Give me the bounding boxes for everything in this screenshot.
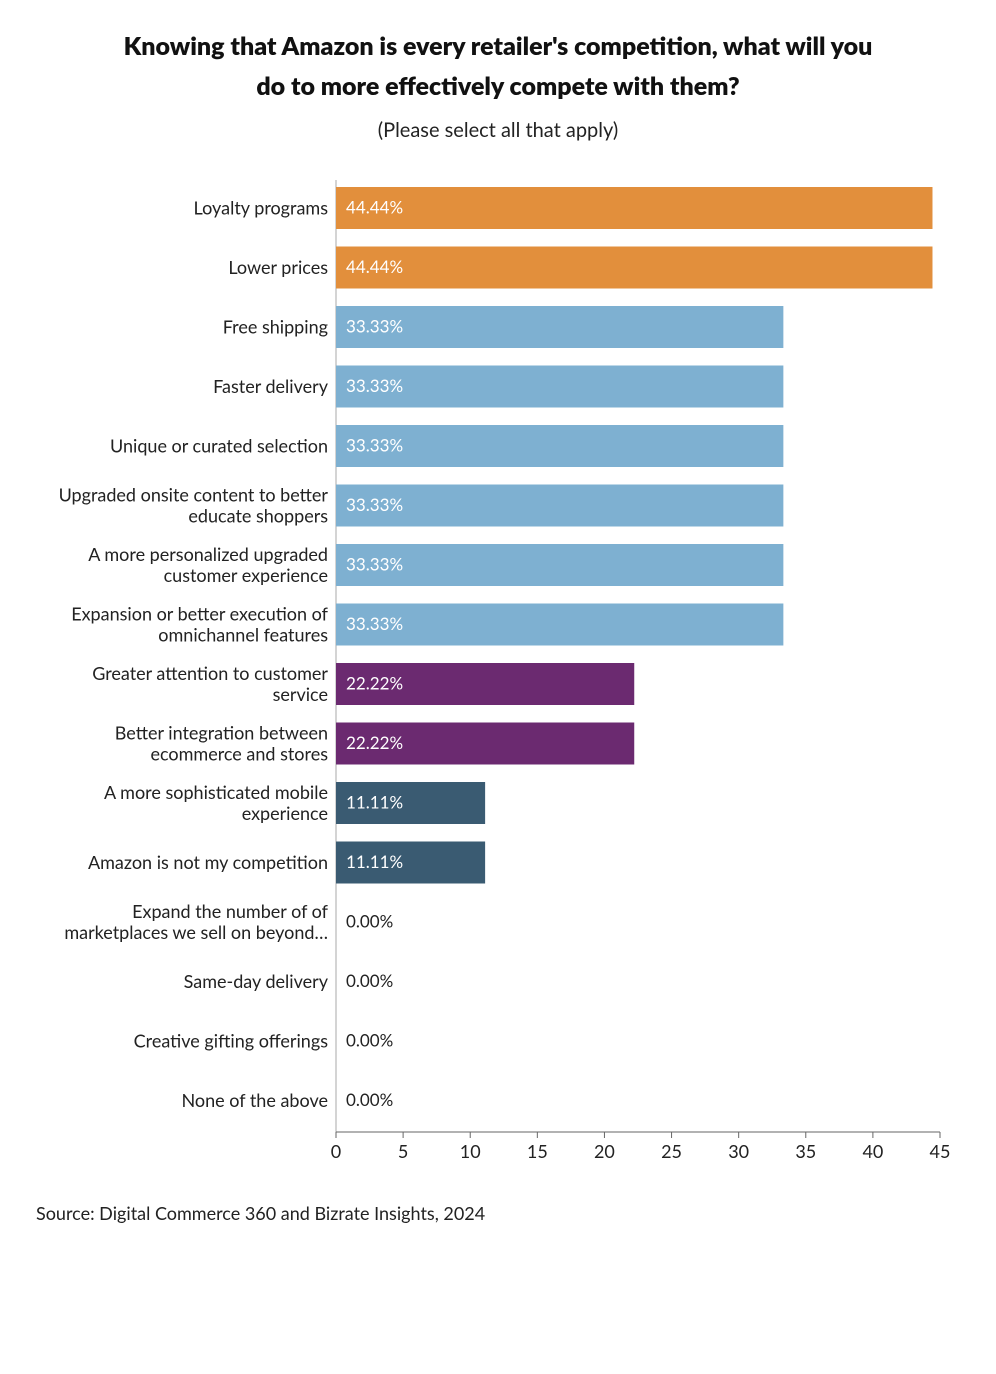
y-tick-label: Better integration betweenecommerce and … — [115, 721, 328, 764]
bar-value-label: 0.00% — [346, 970, 393, 991]
y-tick-label: Creative gifting offerings — [134, 1029, 329, 1051]
bar-chart: 44.44% Loyalty programs 44.44% Lower prices… — [36, 168, 960, 1180]
chart-source: Source: Digital Commerce 360 and Bizrate… — [36, 1202, 960, 1224]
bar — [336, 306, 783, 348]
y-tick-label: Faster delivery — [213, 375, 329, 397]
x-tick-label: 10 — [460, 1140, 481, 1162]
x-tick-label: 30 — [728, 1140, 749, 1162]
bar-value-label: 11.11% — [346, 851, 403, 872]
y-tick-label: Lower prices — [228, 256, 328, 278]
bar-value-label: 33.33% — [346, 553, 403, 574]
y-tick-label: Loyalty programs — [194, 196, 329, 218]
bar-value-label: 44.44% — [346, 256, 403, 277]
bar-value-label: 0.00% — [346, 1089, 393, 1110]
chart-title-line1: Knowing that Amazon is every retailer's … — [124, 31, 873, 61]
bar — [336, 247, 932, 289]
y-tick-label: Upgraded onsite content to bettereducate… — [59, 483, 329, 526]
bar-value-label: 33.33% — [346, 375, 403, 396]
y-tick-label: Greater attention to customerservice — [92, 662, 328, 705]
x-tick-label: 20 — [594, 1140, 615, 1162]
bar-value-label: 11.11% — [346, 791, 403, 812]
y-tick-label: Amazon is not my competition — [88, 851, 328, 873]
chart-title-line2: do to more effectively compete with them… — [256, 71, 739, 101]
x-tick-label: 5 — [398, 1140, 408, 1162]
bar-value-label: 0.00% — [346, 1029, 393, 1050]
bar-value-label: 22.22% — [346, 732, 403, 753]
y-tick-label: A more personalized upgradedcustomer exp… — [88, 543, 328, 586]
bar — [336, 544, 783, 586]
x-tick-label: 25 — [661, 1140, 682, 1162]
bar — [336, 425, 783, 467]
chart-title: Knowing that Amazon is every retailer's … — [36, 26, 960, 106]
bar-value-label: 0.00% — [346, 910, 393, 931]
x-tick-label: 35 — [795, 1140, 816, 1162]
y-tick-label: None of the above — [181, 1089, 328, 1111]
y-tick-label: Expand the number of ofmarketplaces we s… — [64, 900, 328, 943]
y-tick-label: Free shipping — [223, 315, 328, 337]
bar-value-label: 33.33% — [346, 494, 403, 515]
bar — [336, 366, 783, 408]
chart-subtitle: (Please select all that apply) — [36, 118, 960, 142]
bar — [336, 604, 783, 646]
bar — [336, 187, 932, 229]
bar-value-label: 33.33% — [346, 315, 403, 336]
bar-value-label: 22.22% — [346, 672, 403, 693]
x-tick-label: 40 — [862, 1140, 883, 1162]
y-tick-label: Expansion or better execution ofomnichan… — [71, 602, 328, 645]
bar-value-label: 33.33% — [346, 434, 403, 455]
x-tick-label: 0 — [331, 1140, 341, 1162]
x-tick-label: 15 — [527, 1140, 548, 1162]
y-tick-label: Unique or curated selection — [110, 434, 328, 456]
bar — [336, 485, 783, 527]
x-tick-label: 45 — [930, 1140, 951, 1162]
y-tick-label: A more sophisticated mobileexperience — [104, 781, 328, 824]
bar-value-label: 33.33% — [346, 613, 403, 634]
y-tick-label: Same-day delivery — [184, 970, 329, 992]
bar-value-label: 44.44% — [346, 196, 403, 217]
chart-container: Knowing that Amazon is every retailer's … — [0, 0, 996, 1254]
